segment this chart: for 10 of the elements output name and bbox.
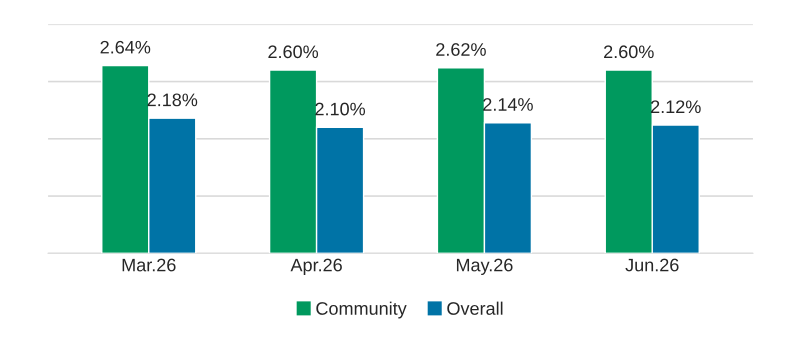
x-tick-label: Jun.26: [625, 258, 679, 272]
data-label: 2.64%: [100, 40, 150, 54]
data-label: 2.60%: [268, 45, 318, 58]
data-label: 2.62%: [436, 43, 486, 56]
legend-label: Overall: [447, 302, 502, 315]
legend-label: Community: [316, 302, 407, 318]
x-tick-label: Mar.26: [122, 258, 176, 272]
data-label: 2.60%: [604, 45, 654, 58]
x-tick-label: Apr.26: [290, 258, 342, 275]
x-tick-label: May.26: [456, 258, 513, 275]
